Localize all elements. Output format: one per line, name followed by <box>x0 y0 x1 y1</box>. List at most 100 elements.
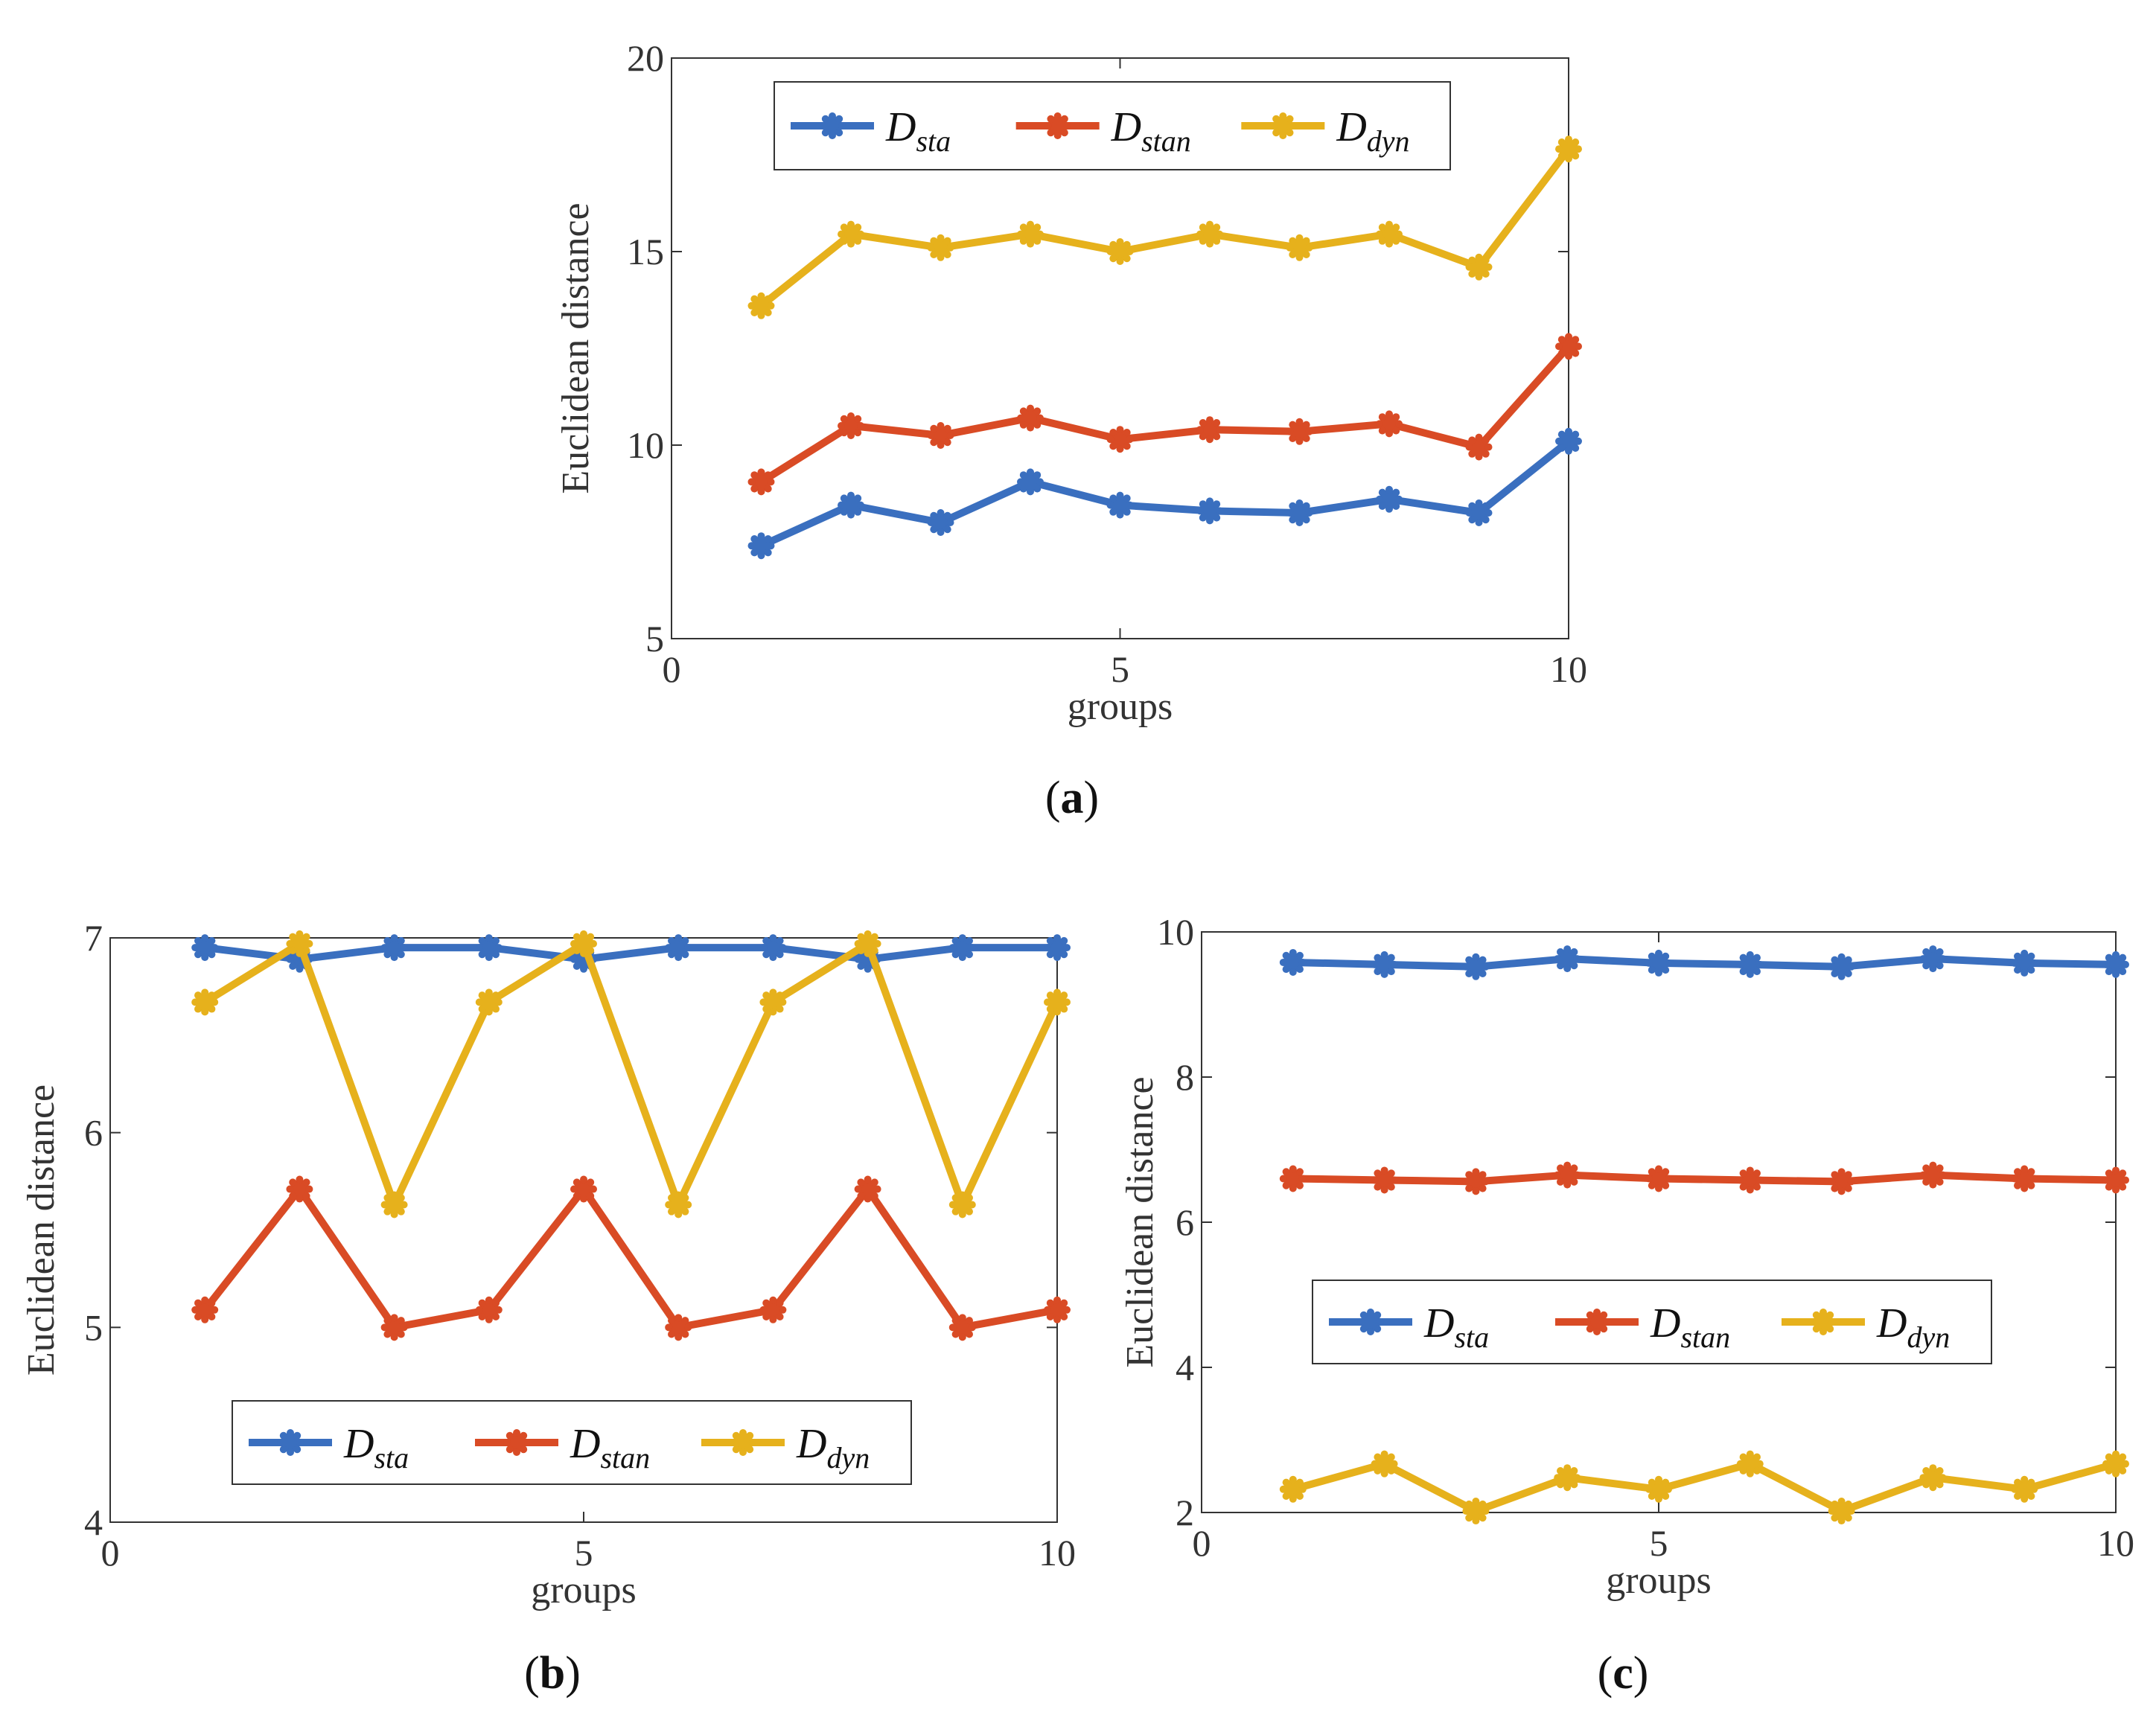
data-point <box>1828 1498 1855 1525</box>
data-point <box>2011 1475 2038 1503</box>
y-tick-label: 6 <box>1176 1201 1194 1243</box>
data-point <box>927 234 954 261</box>
legend-item-D_dyn: Ddyn <box>701 1421 870 1475</box>
chart-panel-c: 2 4 6 8 10 0 5 10 groups Euclidean distance Dsta Ds… <box>1119 911 2134 1602</box>
data-point <box>747 468 775 496</box>
data-point <box>1555 333 1582 360</box>
y-axis-label: Euclidean distance <box>555 202 597 493</box>
series-D_dyn <box>1279 1450 2129 1525</box>
legend-item-D_sta: Dsta <box>249 1421 409 1475</box>
data-point <box>1465 499 1493 526</box>
data-point <box>475 1296 503 1323</box>
data-point <box>854 1175 881 1203</box>
data-point <box>1919 1161 1947 1189</box>
series-D_sta <box>191 934 1071 973</box>
data-point <box>1279 948 1307 976</box>
series-line <box>204 944 1057 963</box>
series-line <box>202 1185 1058 1332</box>
chart-panel-b: 4 5 6 7 0 5 10 groups Euclidean distance Dsta Dsta… <box>20 917 1076 1611</box>
series-D_sta <box>747 427 1582 560</box>
data-point <box>1828 1168 1855 1195</box>
data-point <box>1462 1498 1490 1525</box>
data-point <box>854 930 881 957</box>
legend-marker <box>1357 1309 1384 1335</box>
data-point <box>2102 1166 2129 1194</box>
panel-caption-b: (b) <box>524 1648 581 1699</box>
data-point <box>665 1314 692 1341</box>
data-point <box>1286 499 1313 526</box>
data-point <box>1106 238 1134 265</box>
x-tick-label: 10 <box>1039 1532 1076 1574</box>
y-tick-label: 10 <box>1157 911 1194 953</box>
legend-box <box>1312 1280 1992 1364</box>
legend-box <box>232 1400 912 1485</box>
data-point <box>1376 410 1403 438</box>
data-point <box>948 1314 976 1341</box>
data-point <box>1286 418 1313 445</box>
data-point <box>1044 934 1071 962</box>
data-point <box>1279 1165 1307 1192</box>
data-point <box>1376 220 1403 248</box>
data-point <box>1196 416 1223 444</box>
data-point <box>759 1296 787 1323</box>
data-point <box>2102 1450 2129 1478</box>
x-axis-label: groups <box>531 1569 637 1611</box>
series-D_dyn <box>747 135 1582 319</box>
data-point <box>1465 253 1493 281</box>
y-axis-label: Euclidean distance <box>1119 1076 1161 1367</box>
data-point <box>1736 951 1764 978</box>
series-D_dyn <box>191 930 1071 1218</box>
data-point <box>1645 949 1672 977</box>
data-point <box>1462 1168 1490 1195</box>
x-tick-label: 5 <box>1650 1522 1668 1564</box>
data-point <box>2011 1165 2038 1192</box>
y-tick-label: 8 <box>1176 1056 1194 1098</box>
data-point <box>380 934 408 962</box>
data-point <box>570 1175 597 1203</box>
legend: Dsta Dstan Ddyn <box>232 1400 912 1485</box>
legend-marker <box>730 1429 756 1456</box>
data-point <box>747 532 775 560</box>
series-D_stan <box>747 333 1582 496</box>
y-tick-label: 10 <box>627 424 664 466</box>
data-point <box>1736 1450 1764 1478</box>
data-point <box>1462 953 1490 980</box>
series-D_sta <box>1279 945 2129 980</box>
y-tick-label: 5 <box>84 1306 103 1348</box>
data-point <box>1017 468 1044 496</box>
data-point <box>838 412 864 439</box>
data-point <box>948 934 976 962</box>
data-point <box>1371 951 1398 978</box>
data-point <box>838 220 864 248</box>
legend: Dsta Dstan Ddyn <box>1312 1280 1992 1364</box>
data-point <box>1555 427 1582 455</box>
data-point <box>1465 433 1493 461</box>
legend-marker <box>1269 112 1297 139</box>
legend-marker <box>1810 1309 1837 1335</box>
data-point <box>1371 1450 1398 1478</box>
data-point <box>1645 1165 1672 1192</box>
y-tick-label: 7 <box>84 917 103 959</box>
legend: Dsta Dstan Ddyn <box>774 81 1451 170</box>
data-point <box>759 988 787 1016</box>
data-point <box>927 422 954 449</box>
data-point <box>1554 1464 1581 1492</box>
data-point <box>1919 1464 1947 1492</box>
legend-box <box>774 81 1451 170</box>
series-line <box>759 438 1572 549</box>
y-tick-label: 5 <box>645 618 664 659</box>
legend-marker <box>503 1429 530 1456</box>
x-tick-label: 5 <box>1111 648 1129 690</box>
panel-caption-c: (c) <box>1598 1648 1649 1699</box>
data-point <box>191 988 219 1016</box>
x-tick-label: 5 <box>575 1532 593 1574</box>
panel-caption-a: (a) <box>1045 773 1099 823</box>
data-point <box>1286 234 1313 261</box>
data-point <box>1555 135 1582 163</box>
x-axis-label: groups <box>1068 686 1173 728</box>
data-point <box>1196 220 1223 248</box>
legend-label: Dsta <box>343 1421 409 1475</box>
y-tick-label: 15 <box>627 231 664 272</box>
